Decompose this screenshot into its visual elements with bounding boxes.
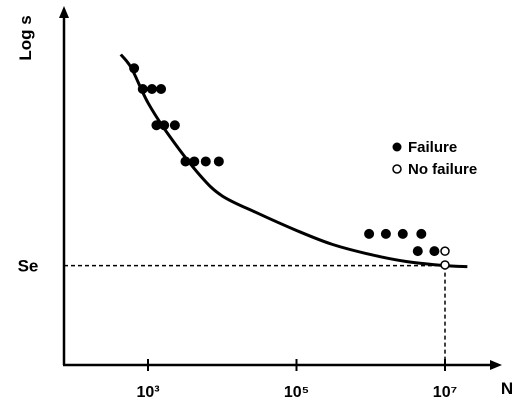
x-tick-label: 10⁷ [433, 384, 457, 401]
axes: Log s N [16, 6, 513, 398]
se-label: Se [18, 257, 39, 276]
data-points [129, 63, 450, 270]
failure-point [156, 84, 167, 94]
failure-point [137, 84, 148, 94]
failure-point [412, 246, 423, 257]
failure-point [169, 120, 180, 131]
legend: Failure No failure [392, 139, 477, 178]
failure-point [151, 120, 162, 131]
failure-point [146, 84, 157, 94]
legend-no-failure-label: No failure [408, 161, 477, 178]
failure-point [189, 156, 200, 167]
reference-lines: Se [18, 257, 446, 365]
failure-point [416, 228, 427, 239]
y-axis-label: Log s [16, 15, 35, 60]
no-failure-point [440, 260, 450, 270]
x-tick-label: 10³ [136, 384, 159, 401]
x-axis-label: N [501, 379, 513, 398]
legend-failure-label: Failure [408, 139, 457, 156]
failure-point [180, 156, 191, 167]
failure-point [380, 228, 391, 239]
failure-point [429, 246, 440, 257]
failure-point [159, 120, 170, 131]
x-axis-arrow [490, 360, 502, 370]
legend-no-failure-marker [392, 164, 402, 174]
y-axis-arrow [59, 6, 69, 18]
failure-point [213, 156, 224, 167]
legend-failure-marker [392, 142, 402, 152]
failure-point [200, 156, 211, 167]
x-ticks: 10³ 10⁵ 10⁷ [136, 359, 457, 401]
failure-point [129, 63, 140, 74]
failure-point [397, 228, 408, 239]
failure-point [364, 228, 375, 239]
no-failure-point [440, 246, 450, 256]
x-tick-label: 10⁵ [284, 384, 309, 401]
fit-curve [119, 53, 468, 269]
